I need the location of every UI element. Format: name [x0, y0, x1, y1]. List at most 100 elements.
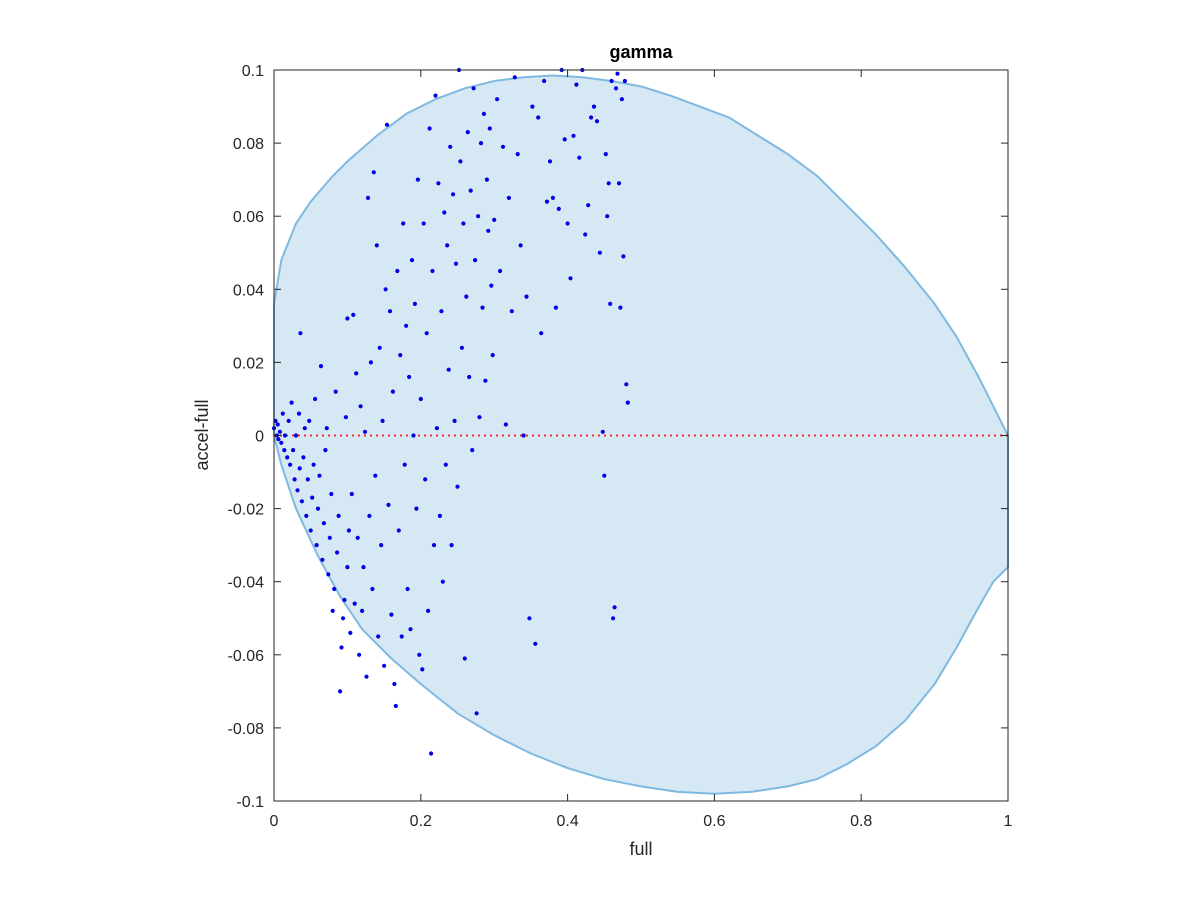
data-point — [289, 400, 294, 405]
data-point — [354, 371, 359, 376]
data-point — [358, 404, 363, 409]
data-point — [407, 374, 412, 380]
data-point — [476, 214, 481, 219]
data-point — [439, 309, 444, 314]
y-tick-label: 0 — [255, 429, 264, 446]
data-point — [405, 586, 410, 592]
data-point — [282, 433, 288, 438]
data-point — [527, 616, 532, 621]
data-point — [355, 535, 360, 540]
data-point — [345, 316, 350, 321]
data-point — [597, 250, 603, 255]
data-point — [362, 429, 368, 434]
data-point — [512, 75, 517, 80]
data-point — [368, 360, 373, 365]
data-point — [414, 506, 419, 511]
data-point — [315, 506, 321, 511]
data-point — [374, 243, 379, 248]
data-point — [384, 122, 390, 127]
data-point — [544, 199, 550, 204]
data-point — [424, 331, 429, 336]
data-point — [423, 477, 428, 482]
data-point — [395, 268, 400, 274]
data-point — [462, 656, 467, 661]
data-point — [616, 181, 622, 186]
data-point — [382, 663, 387, 668]
data-point — [307, 418, 312, 423]
data-point — [311, 462, 316, 467]
data-point — [383, 287, 388, 292]
y-tick-label: 0.02 — [233, 355, 264, 372]
data-point — [345, 565, 350, 570]
data-point — [377, 345, 382, 350]
data-point — [481, 111, 486, 116]
data-point — [338, 689, 343, 694]
data-point — [323, 448, 328, 453]
data-point — [427, 126, 432, 131]
data-point — [459, 345, 464, 350]
axis-ticks-layer: 0 0.2 0.4 0.6 0.8 1 -0.1 -0.08 -0.06 -0.04 -0.02 0 0… — [228, 63, 1013, 830]
data-point — [361, 565, 366, 570]
data-point — [603, 152, 608, 157]
data-point — [478, 141, 484, 146]
data-point — [327, 535, 332, 540]
data-point — [393, 703, 398, 709]
data-point — [318, 364, 324, 369]
data-point — [440, 579, 445, 584]
data-point — [467, 374, 472, 380]
data-point — [392, 681, 397, 687]
data-point — [313, 396, 318, 402]
x-tick-label: 1 — [1004, 813, 1013, 830]
x-tick-label: 0.2 — [410, 813, 432, 830]
data-point — [386, 502, 391, 507]
data-point — [291, 448, 296, 453]
data-point — [321, 521, 326, 526]
data-point — [320, 557, 325, 562]
data-point — [276, 437, 281, 442]
data-point — [613, 86, 619, 91]
data-point — [380, 418, 385, 423]
data-point — [408, 627, 413, 632]
data-point — [565, 221, 570, 226]
data-point — [452, 418, 457, 423]
data-point — [335, 550, 340, 555]
data-point — [297, 466, 302, 471]
data-point — [574, 82, 579, 87]
data-point — [480, 305, 485, 310]
data-point — [279, 440, 284, 445]
data-point — [349, 491, 354, 497]
data-point — [434, 426, 439, 431]
y-tick-label: 0.04 — [233, 282, 264, 299]
data-point — [443, 462, 448, 467]
data-point — [468, 188, 473, 193]
data-point — [490, 353, 495, 358]
data-point — [489, 283, 494, 288]
data-point — [492, 217, 497, 222]
data-point — [449, 543, 454, 548]
data-point — [360, 608, 365, 614]
data-point — [418, 396, 423, 402]
data-point — [401, 221, 406, 226]
data-point — [348, 630, 353, 636]
data-point — [536, 115, 541, 120]
data-point — [486, 228, 491, 233]
data-point — [330, 608, 335, 614]
data-point — [503, 422, 508, 427]
y-tick-label: -0.1 — [236, 794, 264, 811]
y-tick-label: 0.08 — [233, 136, 264, 153]
data-point — [339, 645, 344, 650]
data-point — [448, 144, 453, 149]
data-point — [308, 528, 313, 533]
data-point — [619, 97, 625, 102]
data-point — [411, 433, 416, 438]
data-point — [461, 221, 466, 226]
data-point — [298, 331, 303, 336]
data-point — [421, 221, 426, 226]
data-point — [342, 597, 347, 603]
data-point — [446, 367, 451, 372]
data-point — [304, 513, 309, 519]
data-point — [464, 294, 469, 299]
data-point — [398, 353, 403, 358]
data-point — [357, 652, 362, 657]
y-axis-label: accel-full — [192, 399, 212, 470]
